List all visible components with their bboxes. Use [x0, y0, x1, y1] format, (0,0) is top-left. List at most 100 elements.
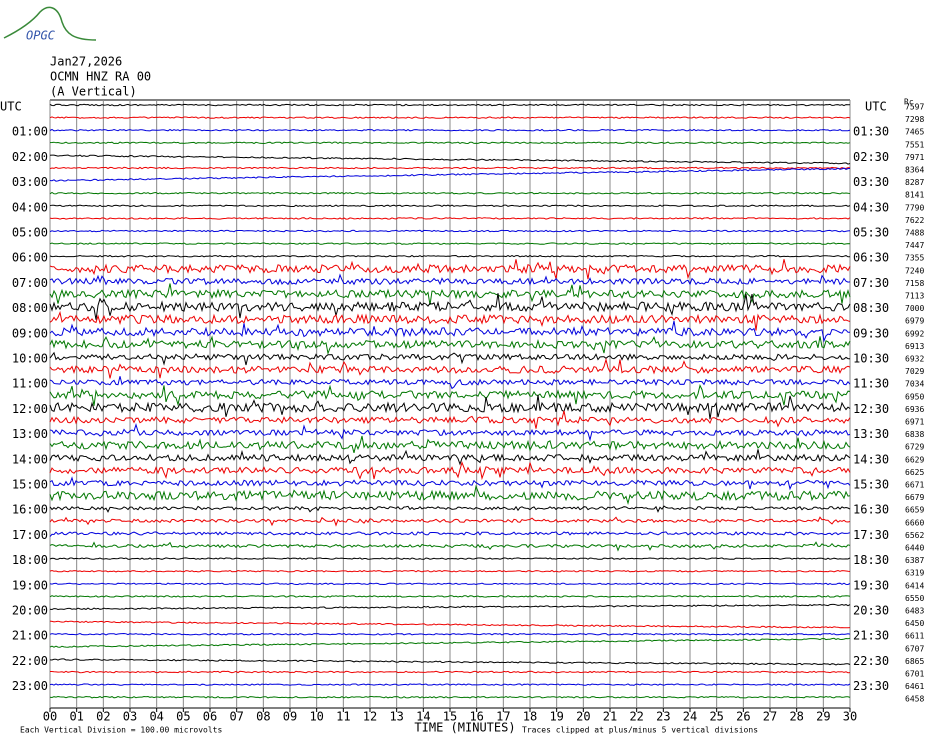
rms-value: 7622 [905, 216, 924, 225]
row-label: 07:30 [853, 276, 889, 290]
x-tick-label: 12 [363, 710, 377, 724]
rms-value: 7158 [905, 279, 924, 288]
rms-value: 6971 [905, 418, 924, 427]
rms-value: 7551 [905, 140, 924, 149]
rms-value: 7488 [905, 229, 924, 238]
rms-value: 6679 [905, 493, 924, 502]
x-tick-label: 03 [123, 710, 137, 724]
logo-text: OPGC [26, 29, 56, 43]
trace [49, 310, 851, 331]
trace [49, 103, 850, 107]
x-tick-label: 08 [256, 710, 270, 724]
row-label: 14:30 [853, 452, 889, 466]
row-label: 20:30 [853, 604, 889, 618]
row-label: 10:30 [853, 352, 889, 366]
rms-value: 6932 [905, 355, 924, 364]
trace [49, 449, 851, 466]
row-label: 12:00 [12, 402, 48, 416]
row-label: 02:00 [12, 150, 48, 164]
header-line: (A Vertical) [50, 85, 137, 99]
x-tick-label: 23 [656, 710, 670, 724]
trace [49, 435, 851, 454]
row-label: 22:00 [12, 654, 48, 668]
trace [49, 632, 851, 636]
row-label: 02:30 [853, 150, 889, 164]
trace [49, 376, 851, 390]
x-tick-label: 20 [576, 710, 590, 724]
rms-value: 6625 [905, 468, 924, 477]
rms-value: 6729 [905, 443, 924, 452]
rms-value: 6562 [905, 531, 924, 540]
row-label: 12:30 [853, 402, 889, 416]
rms-value: 7240 [905, 266, 924, 275]
rms-value: 8141 [905, 191, 924, 200]
row-label: 19:00 [12, 578, 48, 592]
utc-label: UTC [865, 100, 887, 114]
trace [49, 658, 851, 666]
rms-value: 6660 [905, 518, 924, 527]
rms-value: 7355 [905, 254, 924, 263]
rms-value: 6458 [905, 695, 924, 704]
x-tick-label: 27 [763, 710, 777, 724]
rms-value: 6979 [905, 317, 924, 326]
rms-value: 6483 [905, 607, 924, 616]
footer-note: Each Vertical Division = 100.00 microvol… [20, 726, 222, 735]
trace [49, 229, 851, 233]
rms-value: 7000 [905, 304, 924, 313]
trace [49, 384, 851, 407]
rms-value: 6838 [905, 430, 924, 439]
row-label: 11:00 [12, 377, 48, 391]
trace [49, 259, 851, 280]
x-tick-label: 17 [496, 710, 510, 724]
rms-value: 6387 [905, 556, 924, 565]
x-tick-label: 01 [69, 710, 83, 724]
trace [49, 484, 851, 505]
row-label: 20:00 [12, 604, 48, 618]
trace [49, 242, 851, 245]
row-label: 22:30 [853, 654, 889, 668]
trace [49, 595, 851, 598]
rms-value: 6992 [905, 329, 924, 338]
row-label: 13:30 [853, 427, 889, 441]
rms-value: 7597 [905, 103, 924, 112]
trace [49, 603, 851, 611]
trace [49, 569, 851, 573]
row-label: 21:30 [853, 629, 889, 643]
x-tick-label: 21 [603, 710, 617, 724]
x-tick-label: 07 [229, 710, 243, 724]
row-label: 14:00 [12, 452, 48, 466]
rms-value: 6707 [905, 644, 924, 653]
row-label: 23:30 [853, 679, 889, 693]
rms-value: 6611 [905, 632, 924, 641]
x-tick-label: 09 [283, 710, 297, 724]
x-tick-label: 15 [443, 710, 457, 724]
rms-header: Rc [904, 98, 914, 107]
x-tick-label: 02 [96, 710, 110, 724]
row-label: 16:00 [12, 503, 48, 517]
trace [49, 167, 851, 182]
rms-value: 7298 [905, 115, 924, 124]
rms-value: 6450 [905, 619, 924, 628]
rms-value: 6936 [905, 405, 924, 414]
trace [49, 620, 851, 629]
trace [49, 695, 851, 699]
x-tick-label: 11 [336, 710, 350, 724]
trace [49, 273, 851, 286]
rms-value: 7034 [905, 380, 924, 389]
trace [49, 410, 851, 429]
rms-value: 7971 [905, 153, 924, 162]
row-label: 13:00 [12, 427, 48, 441]
x-tick-label: 04 [149, 710, 163, 724]
rms-value: 8364 [905, 166, 924, 175]
rms-value: 6950 [905, 392, 924, 401]
trace [49, 531, 851, 537]
trace [49, 394, 851, 420]
row-label: 03:00 [12, 175, 48, 189]
row-label: 09:30 [853, 326, 889, 340]
x-tick-label: 13 [389, 710, 403, 724]
row-label: 08:30 [853, 301, 889, 315]
x-tick-label: 10 [309, 710, 323, 724]
trace [49, 217, 851, 220]
trace [49, 637, 851, 648]
